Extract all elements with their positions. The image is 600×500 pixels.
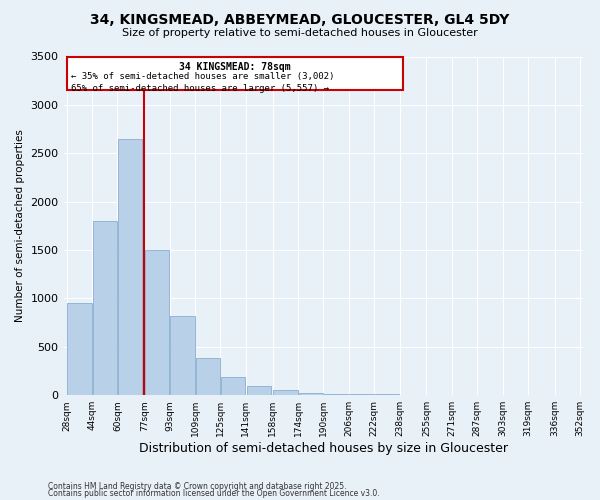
Text: ← 35% of semi-detached houses are smaller (3,002): ← 35% of semi-detached houses are smalle… [71, 72, 335, 81]
Bar [145, 250, 169, 395]
Text: 34 KINGSMEAD: 78sqm: 34 KINGSMEAD: 78sqm [179, 62, 290, 72]
FancyBboxPatch shape [67, 58, 403, 90]
Text: Contains public sector information licensed under the Open Government Licence v3: Contains public sector information licen… [48, 490, 380, 498]
Bar [196, 358, 220, 395]
Bar [273, 390, 298, 395]
Text: Size of property relative to semi-detached houses in Gloucester: Size of property relative to semi-detach… [122, 28, 478, 38]
Bar [349, 394, 374, 395]
Bar [374, 394, 399, 395]
Bar [324, 394, 349, 395]
Bar [221, 378, 245, 395]
Bar [92, 221, 117, 395]
Bar [118, 139, 142, 395]
Text: 65% of semi-detached houses are larger (5,557) →: 65% of semi-detached houses are larger (… [71, 84, 329, 92]
Y-axis label: Number of semi-detached properties: Number of semi-detached properties [15, 130, 25, 322]
Bar [67, 304, 92, 395]
Bar [170, 316, 194, 395]
Text: 34, KINGSMEAD, ABBEYMEAD, GLOUCESTER, GL4 5DY: 34, KINGSMEAD, ABBEYMEAD, GLOUCESTER, GL… [91, 12, 509, 26]
Text: Contains HM Land Registry data © Crown copyright and database right 2025.: Contains HM Land Registry data © Crown c… [48, 482, 347, 491]
Bar [247, 386, 271, 395]
X-axis label: Distribution of semi-detached houses by size in Gloucester: Distribution of semi-detached houses by … [139, 442, 508, 455]
Bar [299, 393, 323, 395]
